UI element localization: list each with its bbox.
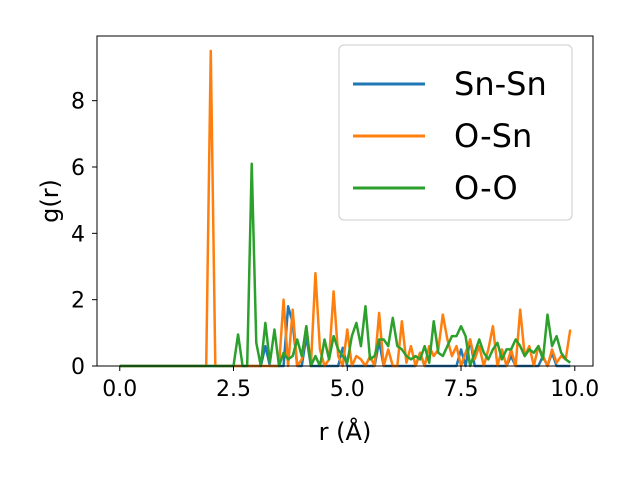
y-tick-label: 0 xyxy=(71,355,85,380)
x-axis-label: r (Å) xyxy=(319,417,372,446)
legend-box xyxy=(338,44,573,221)
legend-label-o-sn: O-Sn xyxy=(454,117,532,155)
y-tick-label: 8 xyxy=(71,90,85,115)
legend-items: Sn-Sn O-Sn O-O xyxy=(353,65,547,207)
legend-label-sn-sn: Sn-Sn xyxy=(454,65,547,103)
x-tick-label: 10.0 xyxy=(550,377,599,402)
x-tick-label: 5.0 xyxy=(330,377,365,402)
series-line-o-o xyxy=(119,162,571,368)
x-tick-label: 2.5 xyxy=(216,377,251,402)
y-tick-label: 6 xyxy=(71,156,85,181)
y-tick-label: 2 xyxy=(71,289,85,314)
plot-frame xyxy=(96,35,594,367)
x-tick-label: 0.0 xyxy=(102,377,137,402)
y-tick-label: 4 xyxy=(71,222,85,247)
legend: Sn-Sn O-Sn O-O xyxy=(338,44,573,221)
y-axis-label: g(r) xyxy=(36,179,64,223)
legend-label-o-o: O-O xyxy=(454,169,518,207)
x-tick-label: 7.5 xyxy=(444,377,479,402)
axes-layer: 0.0 2.5 5.0 7.5 10.0 0 2 4 6 8 xyxy=(71,90,599,402)
